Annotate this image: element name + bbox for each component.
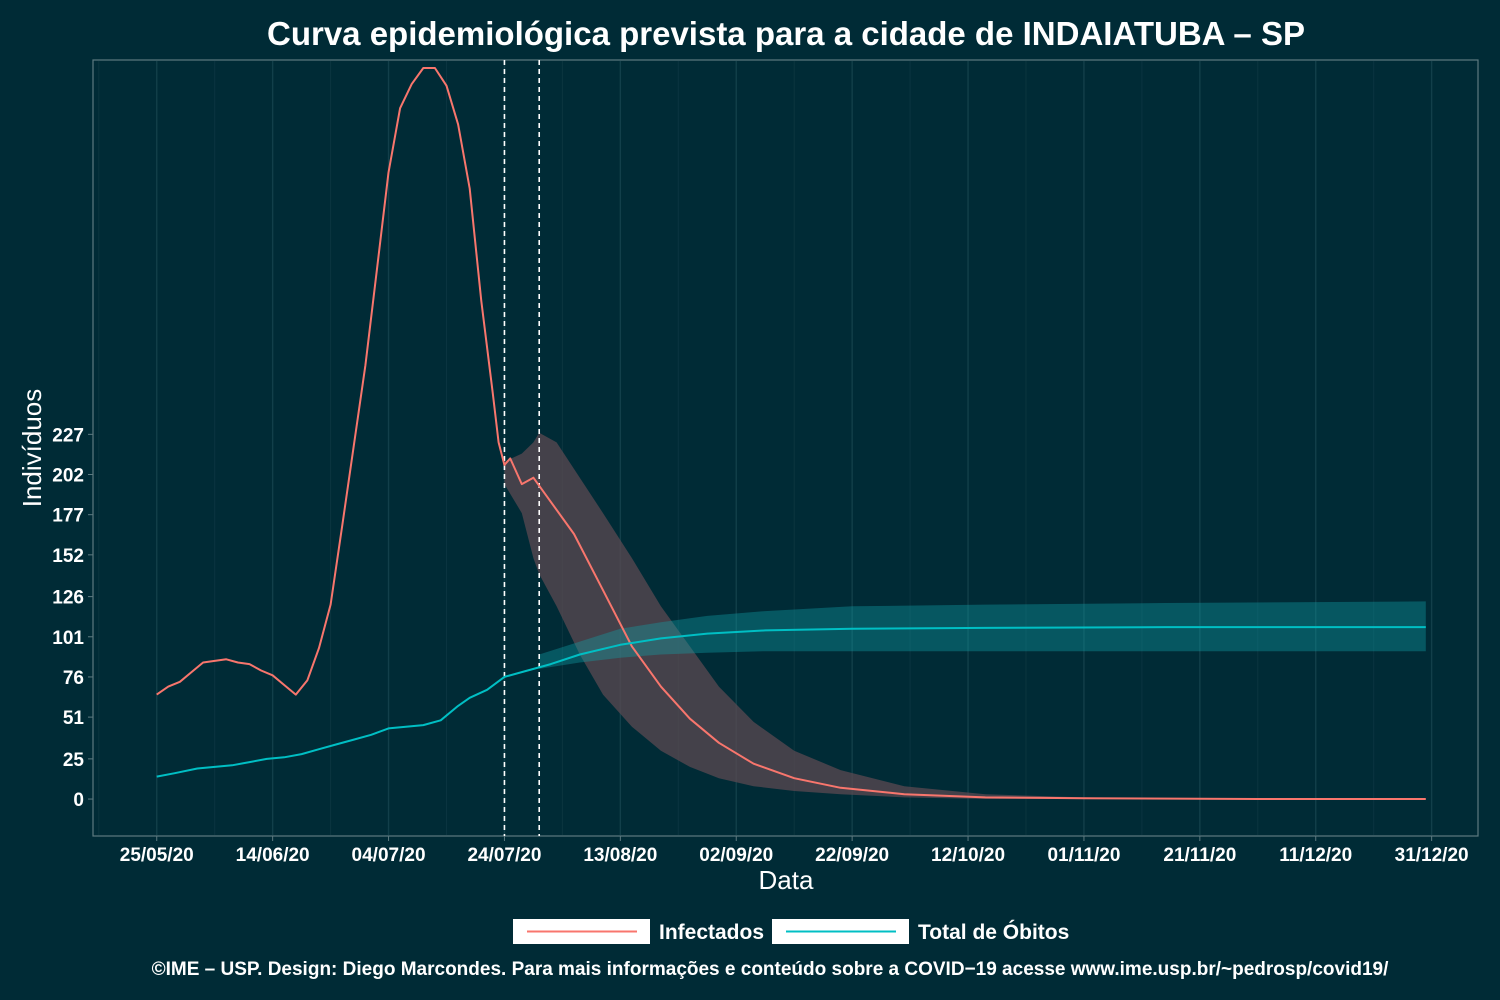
- y-tick-label: 126: [52, 588, 84, 609]
- series-line-infectados: [156, 67, 1426, 800]
- y-tick-label: 51: [63, 708, 85, 729]
- y-tick-label: 0: [73, 790, 84, 811]
- x-axis-title: Data: [759, 865, 814, 895]
- x-tick-label: 02/09/20: [699, 845, 773, 866]
- chart-title: Curva epidemiológica prevista para a cid…: [267, 15, 1305, 52]
- legend-item-obitos: Total de Óbitos: [772, 919, 1069, 944]
- y-axis-title: Indivíduos: [17, 389, 47, 508]
- grid-lines: [98, 61, 1433, 835]
- legend-label-infectados: Infectados: [659, 921, 764, 944]
- x-tick-label: 31/12/20: [1395, 845, 1469, 866]
- infectados-confidence-band: [504, 432, 1426, 799]
- x-tick-label: 04/07/20: [352, 845, 426, 866]
- plot-panel: [92, 59, 1479, 837]
- x-tick-label: 11/12/20: [1279, 845, 1352, 866]
- x-tick-label: 25/05/20: [120, 845, 194, 866]
- y-tick-label: 76: [63, 668, 84, 689]
- series-lines: [156, 67, 1426, 800]
- x-tick-label: 01/11/20: [1047, 845, 1120, 866]
- y-tick-label: 227: [52, 425, 84, 446]
- reference-lines: [503, 60, 541, 836]
- x-tick-label: 21/11/20: [1163, 845, 1236, 866]
- y-tick-label: 25: [63, 750, 85, 771]
- y-tick-label: 101: [52, 628, 84, 649]
- legend-item-infectados: Infectados: [513, 919, 764, 944]
- legend: Infectados Total de Óbitos: [513, 919, 1069, 944]
- x-tick-label: 24/07/20: [467, 845, 541, 866]
- x-tick-label: 12/10/20: [931, 845, 1005, 866]
- x-tick-label: 13/08/20: [583, 845, 657, 866]
- legend-label-obitos: Total de Óbitos: [918, 920, 1069, 944]
- confidence-bands: [504, 432, 1426, 799]
- obitos-confidence-band: [539, 601, 1426, 669]
- series-line-obitos: [156, 626, 1426, 778]
- x-tick-label: 22/09/20: [815, 845, 889, 866]
- y-tick-label: 202: [52, 466, 84, 487]
- y-tick-label: 177: [52, 506, 84, 527]
- y-tick-label: 152: [52, 546, 84, 567]
- x-tick-label: 14/06/20: [236, 845, 310, 866]
- caption: ©IME – USP. Design: Diego Marcondes. Par…: [152, 959, 1389, 980]
- axis-ticks: 0 25 51 76 101 126 152 177 202 227 25/05/20 14/06/2…: [52, 425, 1468, 866]
